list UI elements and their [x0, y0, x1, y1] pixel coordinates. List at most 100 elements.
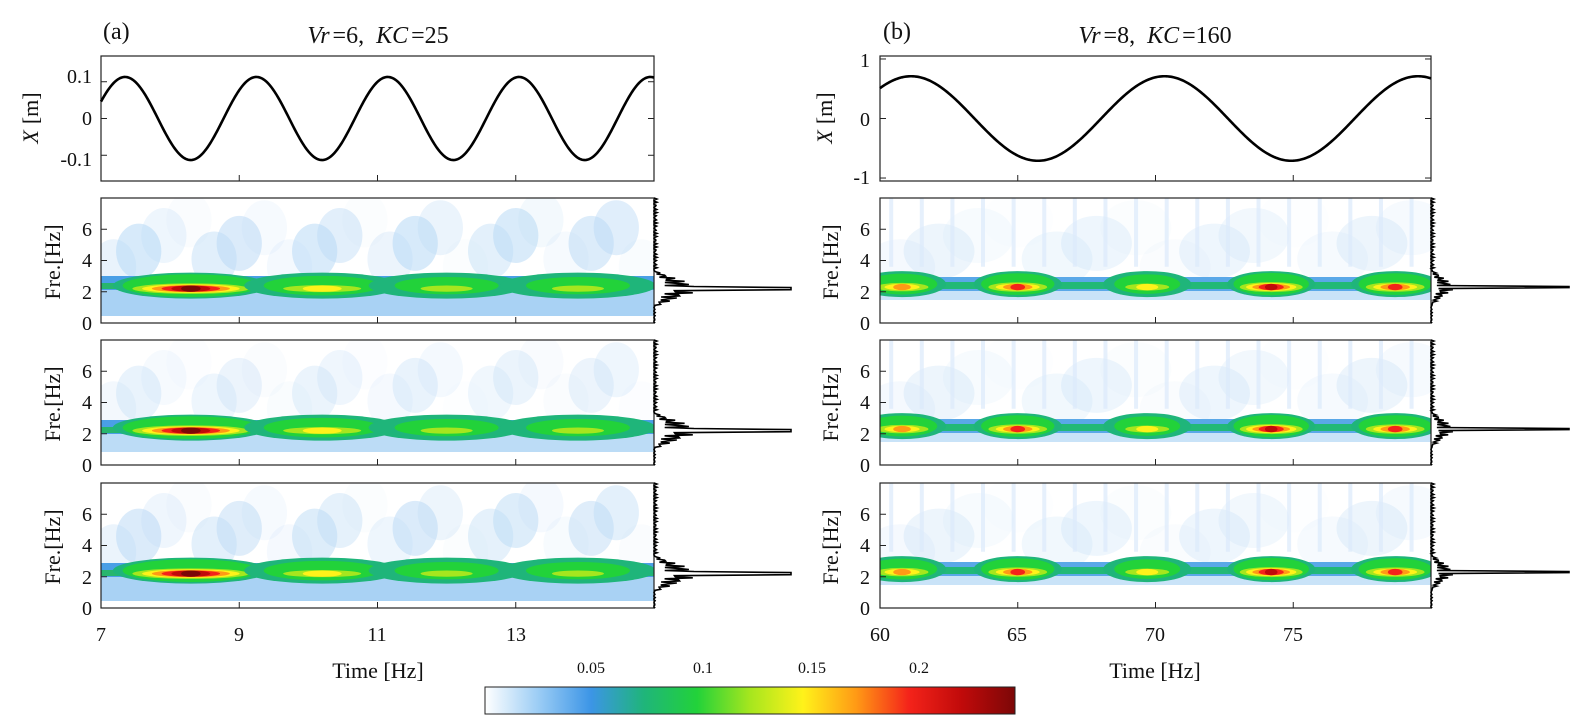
panel-b-spec1-noise-blob-13 — [1375, 200, 1431, 256]
panel-a-disp-ylabel-symbol: X — [18, 129, 43, 145]
panel-a-spec1-ytick-0: 0 — [82, 313, 92, 335]
panel-a-spec2-ytick-2: 2 — [82, 424, 92, 446]
panel-b-spec2-stripe-1 — [919, 340, 924, 409]
panel-a-spec3-noise-blob-10 — [342, 483, 388, 533]
panel-a-spec2-noise-blob-16 — [493, 350, 539, 405]
panel-b-spec2-ytick-2: 2 — [860, 424, 870, 446]
panel-b-spec3-peak-4-level-8 — [1387, 568, 1403, 576]
panel-a-title: Vr =6, KC =25 — [307, 23, 448, 49]
panel-b-spec2-stripe-15 — [1348, 340, 1353, 409]
panel-a-spec2-noise — [101, 340, 654, 437]
panel-a-spec2-noise-blob-20 — [593, 342, 639, 398]
panel-b-title-kc-value: =160 — [1182, 23, 1232, 49]
panel-a-spec2-ytick-4: 4 — [82, 392, 92, 414]
panel-a-xlabel: Time [Hz] — [332, 658, 423, 683]
panel-b-spec1-stripe-14 — [1317, 198, 1322, 267]
panel-a-spec3-noise-blob-1 — [116, 508, 162, 564]
panel-a-spec3-noise-blob-12 — [392, 500, 438, 556]
panel-a-spec3-peak-0-level-10 — [181, 570, 201, 577]
panel-a-spec3-noise-blob-13 — [417, 485, 463, 541]
panel-b-spec3-stripe-14 — [1317, 483, 1322, 552]
panel-b-spec2-noise-blob-5 — [1061, 357, 1132, 413]
panel-b-spec1-stripe-10 — [1195, 198, 1200, 267]
panel-b-spec3-stripe-3 — [981, 483, 986, 552]
panel-b-tag: (b) — [883, 19, 911, 45]
panel-b-spec3-ytick-2: 2 — [860, 567, 870, 589]
panel-b-spec1-ytick-6: 6 — [860, 219, 870, 241]
panel-b-spec3-noise-blob-12 — [1336, 500, 1408, 556]
panel-b-xtick-65: 65 — [1007, 624, 1027, 646]
panel-a-spec3-noise-blob-8 — [292, 508, 338, 564]
panel-b-spec2-stripe-16 — [1378, 340, 1383, 409]
panel-b-spec2-noise-blob-2 — [942, 350, 1014, 405]
panel-b-spec2-ylabel: Fre.[Hz] — [818, 366, 843, 441]
panel-a-spec3-ytick-4: 4 — [82, 535, 92, 557]
panel-a-spec3-noise-blob-17 — [518, 483, 564, 533]
panel-a-spec1-ylabel: Fre.[Hz] — [40, 224, 65, 299]
panel-a-spec2-noise-blob-2 — [141, 350, 187, 405]
panel-b-title-vr-value: =8, — [1104, 23, 1136, 49]
panel-b-spec3-ytick-6: 6 — [860, 504, 870, 526]
panel-b-title-kc-symbol: KC — [1146, 23, 1180, 49]
panel-b-spectrogram-1: 6 4 2 0 Fre.[Hz] — [818, 197, 1570, 335]
panel-b-spec3-background — [880, 483, 1431, 608]
panel-b-spec2-stripe-0 — [889, 340, 894, 409]
panel-a-spec3-marginal-spectrum — [652, 482, 792, 609]
panel-b-spec3-noise-blob-9 — [1218, 493, 1290, 548]
panel-b-spectrogram-3: 6 4 2 0 Fre.[Hz] — [818, 482, 1570, 620]
panel-b-spec1-stripe-17 — [1409, 198, 1414, 267]
panel-b-spec3-stripe-9 — [1164, 483, 1169, 552]
panel-b-spec3-noise-blob-2 — [942, 493, 1014, 548]
panel-b-spec2-background — [880, 340, 1431, 465]
panel-a-tag: (a) — [103, 19, 130, 45]
panel-a-spec1-noise-blob-10 — [342, 198, 388, 248]
panel-b-spec1-stripe-11 — [1225, 198, 1230, 267]
panel-b-spec2-peaks — [880, 413, 1431, 440]
panel-a-spec2-noise-blob-13 — [417, 342, 463, 398]
panel-b-spec1-noise-blob-2 — [942, 208, 1014, 263]
panel-b-spec3-stripe-5 — [1042, 483, 1047, 552]
panel-a-displacement-line — [99, 75, 655, 162]
panel-b-spec1-peaks — [880, 271, 1431, 298]
panel-a-spec2-noise-blob-9 — [317, 350, 363, 405]
panel-a-spec1-noise-blob-12 — [392, 215, 438, 271]
panel-b-spec1-stripe-1 — [919, 198, 924, 267]
panel-b-spec3-peak-0-level-7 — [893, 568, 911, 576]
colorbar-tick-0.2: 0.2 — [909, 660, 929, 677]
panel-a: (a) Vr =6, KC =25 0.1 0 -0.1 X [m] 6 4 — [18, 19, 792, 683]
panel-b-spec3-stripe-7 — [1103, 483, 1108, 552]
panel-a-disp-ylabel: X [m] — [18, 92, 43, 144]
panel-b-displacement-line — [879, 74, 1432, 163]
panel-a-spec1-noise-blob-6 — [241, 200, 288, 256]
panel-b-spec3-marginal-spectrum — [1429, 482, 1570, 609]
panel-a-xtick-7: 7 — [96, 624, 106, 646]
panel-b-spec2-ytick-4: 4 — [860, 392, 870, 414]
panel-b-spec1-ytick-2: 2 — [860, 282, 870, 304]
panel-a-spec3-peak-3-level-5 — [551, 570, 604, 577]
panel-b-spec2-noise-blob-12 — [1336, 357, 1408, 413]
panel-a-spec1-noise-blob-16 — [493, 208, 539, 263]
panel-b-disp-ylabel-symbol: X — [812, 129, 837, 145]
panel-b-spec1-peak-2-level-6 — [1136, 283, 1159, 291]
panel-b-spec2-stripe-4 — [1011, 340, 1016, 409]
panel-a-spec2-noise-blob-15 — [467, 365, 514, 421]
panel-a-spec1-noise-blob-17 — [518, 198, 564, 248]
panel-a-spec2-plot — [101, 340, 654, 465]
panel-b-spec3-stripe-15 — [1348, 483, 1353, 552]
panel-b-spec3-stripe-2 — [950, 483, 955, 552]
panel-b-displacement-frame — [879, 55, 1432, 182]
panel-b-spec3-stripe-11 — [1225, 483, 1230, 552]
panel-b-spec2-stripe-12 — [1256, 340, 1261, 409]
panel-a-disp-ytick-2: -0.1 — [60, 149, 92, 171]
panel-b-xtick-70: 70 — [1145, 624, 1165, 646]
panel-b-spec2-marginal-spectrum — [1429, 339, 1570, 466]
panel-a-spec1-noise-blob-9 — [317, 208, 363, 263]
panel-a-spec1-peak-0-level-10 — [181, 285, 201, 292]
panel-a-spec1-noise-blob-2 — [141, 208, 187, 263]
panel-b-spec1-stripe-9 — [1164, 198, 1169, 267]
panel-a-spec2-noise-blob-19 — [568, 357, 614, 413]
panel-a-spec2-ylabel: Fre.[Hz] — [40, 366, 65, 441]
panel-b-spec1-stripe-16 — [1378, 198, 1383, 267]
panel-b-spec3-ylabel: Fre.[Hz] — [818, 509, 843, 584]
panel-b-spec1-stripe-2 — [950, 198, 955, 267]
